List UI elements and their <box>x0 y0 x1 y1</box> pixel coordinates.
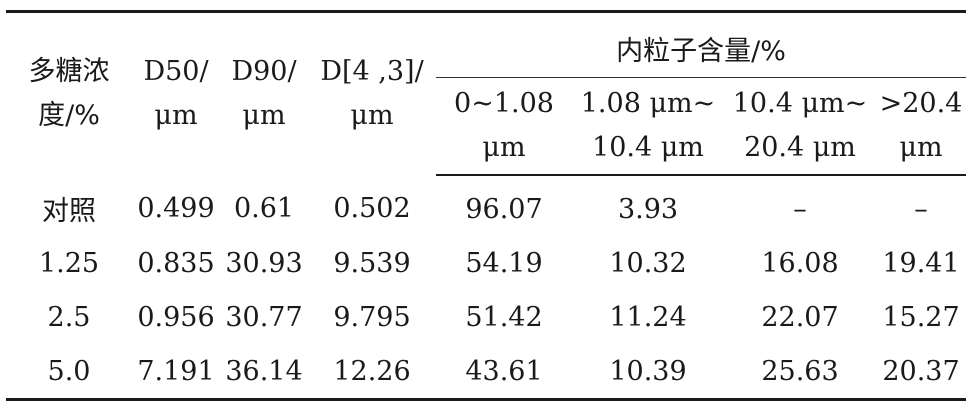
particle-size-table: 多糖浓 度/% D50/ μm D90/ μm D[4 ,3]/ μm 内粒子含… <box>6 10 967 401</box>
cell-range-1: 43.61 <box>436 344 572 401</box>
header-d90-line2: μm <box>242 100 286 131</box>
cell-d90: 0.61 <box>233 193 295 224</box>
cell-range-1: 54.19 <box>465 247 543 279</box>
cell-range-2: 10.32 <box>609 247 687 279</box>
header-d50-line2: μm <box>154 100 198 131</box>
cell-range-4: 20.37 <box>876 344 967 401</box>
table-row: 对照 0.499 0.61 0.502 96.07 3.93 – – <box>6 175 966 236</box>
header-d90: D90/ μm <box>220 10 308 175</box>
header-d90-line1: D90/ <box>231 56 297 87</box>
header-d50: D50/ μm <box>132 10 220 175</box>
subheader-range-4-line2: μm <box>899 132 943 163</box>
table-row: 1.25 0.835 30.93 9.539 54.19 10.32 16.08… <box>6 236 966 290</box>
cell-d50: 0.835 <box>137 247 215 279</box>
cell-d50: 0.499 <box>137 193 215 224</box>
cell-d90: 36.14 <box>220 344 308 401</box>
cell-range-2: 11.24 <box>609 301 687 333</box>
subheader-range-1: 0~1.08 μm <box>436 77 572 176</box>
cell-range-1: 96.07 <box>465 193 543 225</box>
cell-range-3: 16.08 <box>761 247 839 279</box>
subheader-range-2-line1: 1.08 μm~ <box>580 88 716 119</box>
cell-range-4: 19.41 <box>882 247 960 279</box>
cell-d43: 0.502 <box>333 193 411 224</box>
subheader-range-2-line2: 10.4 μm <box>592 132 704 163</box>
table-header: 多糖浓 度/% D50/ μm D90/ μm D[4 ,3]/ μm 内粒子含… <box>6 10 967 176</box>
header-d43: D[4 ,3]/ μm <box>308 10 436 175</box>
header-group-particle-content: 内粒子含量/% <box>436 10 967 78</box>
row-label: 5.0 <box>6 344 132 401</box>
subheader-range-4: >20.4 μm <box>876 77 967 176</box>
subheader-range-3: 10.4 μm~ 20.4 μm <box>724 77 876 176</box>
table-body: 对照 0.499 0.61 0.502 96.07 3.93 – – 1.25 … <box>6 175 967 401</box>
subheader-range-4-line1: >20.4 <box>879 88 963 119</box>
cell-d50: 7.191 <box>132 344 220 401</box>
header-concentration-line2: 度/% <box>38 100 100 131</box>
cell-range-2: 3.93 <box>617 193 679 225</box>
row-label: 1.25 <box>38 247 100 279</box>
cell-range-3: – <box>793 193 807 225</box>
table-row: 5.0 7.191 36.14 12.26 43.61 10.39 25.63 … <box>6 344 967 401</box>
cell-d50: 0.956 <box>137 301 215 333</box>
cell-d43: 9.795 <box>333 301 411 333</box>
cell-d43: 9.539 <box>333 247 411 279</box>
header-d43-line2: μm <box>350 100 394 131</box>
table-row: 2.5 0.956 30.77 9.795 51.42 11.24 22.07 … <box>6 290 966 344</box>
row-label: 2.5 <box>47 301 91 333</box>
subheader-range-1-line1: 0~1.08 <box>454 88 554 119</box>
cell-range-1: 51.42 <box>465 301 543 333</box>
cell-d90: 30.77 <box>225 301 303 333</box>
cell-range-4: 15.27 <box>882 301 960 333</box>
row-label: 对照 <box>42 196 96 227</box>
subheader-range-2: 1.08 μm~ 10.4 μm <box>572 77 724 176</box>
cell-range-3: 25.63 <box>724 344 876 401</box>
header-d43-line1: D[4 ,3]/ <box>320 56 424 87</box>
cell-d43: 12.26 <box>308 344 436 401</box>
cell-range-3: 22.07 <box>761 301 839 333</box>
data-table-container: 多糖浓 度/% D50/ μm D90/ μm D[4 ,3]/ μm 内粒子含… <box>6 10 967 401</box>
header-concentration: 多糖浓 度/% <box>6 10 132 175</box>
subheader-range-1-line2: μm <box>482 132 526 163</box>
header-d50-line1: D50/ <box>143 56 209 87</box>
cell-d90: 30.93 <box>225 247 303 279</box>
header-concentration-line1: 多糖浓 <box>28 56 110 87</box>
cell-range-2: 10.39 <box>572 344 724 401</box>
cell-range-4: – <box>914 193 928 225</box>
subheader-range-3-line2: 20.4 μm <box>744 132 856 163</box>
subheader-range-3-line1: 10.4 μm~ <box>732 88 868 119</box>
